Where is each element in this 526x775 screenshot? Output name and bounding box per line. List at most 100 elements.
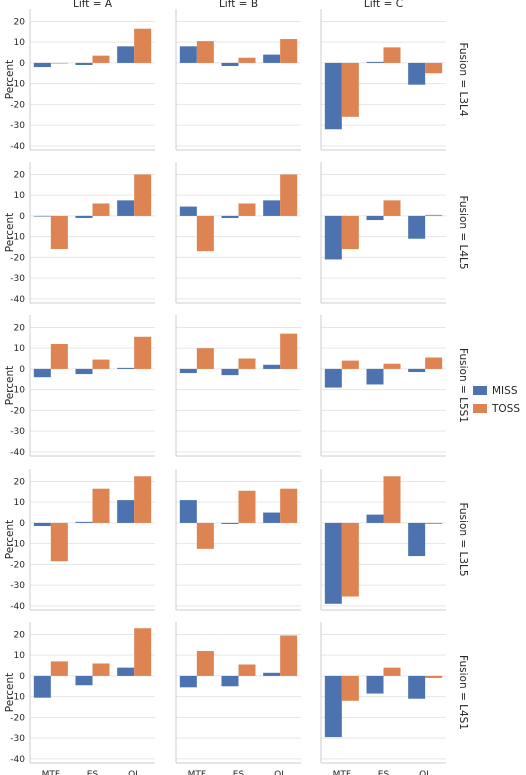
x-tick-label: ES xyxy=(233,770,245,775)
bar-toss-ql xyxy=(280,333,298,369)
bar-toss-es xyxy=(238,358,256,369)
bar-miss-es xyxy=(75,368,93,375)
y-tick-label: 20 xyxy=(14,630,26,640)
bar-miss-ql xyxy=(263,54,281,63)
bar-miss-es xyxy=(221,62,239,67)
bar-toss-ql xyxy=(425,214,443,216)
bar-miss-ql xyxy=(408,368,426,373)
x-tick-label: MTF xyxy=(188,770,206,775)
bar-toss-mtf xyxy=(196,522,214,549)
bar-miss-es xyxy=(221,215,239,218)
row-title: Fusion = L5S1 xyxy=(457,348,469,423)
y-tick-label: 0 xyxy=(19,212,25,222)
bar-miss-es xyxy=(221,522,239,524)
x-tick-label: QL xyxy=(274,770,286,775)
bar-miss-es xyxy=(366,368,384,385)
bar-miss-mtf xyxy=(33,368,51,378)
y-tick-label: -40 xyxy=(10,448,25,458)
legend-swatch-miss xyxy=(473,386,487,395)
bar-toss-ql xyxy=(425,522,443,524)
bar-toss-mtf xyxy=(341,675,359,701)
bar-miss-mtf xyxy=(179,206,197,216)
bar-toss-ql xyxy=(280,635,298,676)
bar-toss-mtf xyxy=(341,360,359,369)
row-title: Fusion = L4S1 xyxy=(457,655,469,730)
y-tick-label: 20 xyxy=(14,477,26,487)
bar-miss-mtf xyxy=(33,675,51,698)
bar-toss-mtf xyxy=(341,62,359,117)
y-tick-label: -30 xyxy=(10,734,25,744)
bar-miss-es xyxy=(75,521,93,523)
bar-miss-es xyxy=(221,675,239,687)
y-axis-label: Percent xyxy=(4,213,16,253)
bar-toss-ql xyxy=(134,28,152,63)
y-tick-label: -30 xyxy=(10,121,25,131)
bar-toss-es xyxy=(92,203,110,216)
y-axis-label: Percent xyxy=(4,520,16,560)
y-tick-label: -30 xyxy=(10,581,25,591)
bar-toss-mtf xyxy=(196,215,214,252)
bar-miss-ql xyxy=(408,62,426,85)
bar-toss-mtf xyxy=(196,651,214,676)
column-title: Lift = A xyxy=(73,0,113,10)
bar-toss-es xyxy=(92,359,110,369)
bar-toss-mtf xyxy=(341,215,359,250)
bar-miss-ql xyxy=(117,367,135,369)
bar-toss-es xyxy=(383,363,401,369)
bar-toss-mtf xyxy=(50,522,68,562)
bar-toss-es xyxy=(383,200,401,216)
y-axis-label: Percent xyxy=(4,673,16,713)
bar-toss-ql xyxy=(280,39,298,63)
bar-miss-mtf xyxy=(179,500,197,523)
bar-miss-es xyxy=(366,215,384,221)
bar-miss-mtf xyxy=(179,46,197,63)
bar-toss-ql xyxy=(425,675,443,678)
bar-miss-ql xyxy=(117,500,135,523)
bar-miss-ql xyxy=(263,512,281,523)
bar-miss-es xyxy=(75,215,93,218)
bar-toss-mtf xyxy=(50,62,68,64)
bar-toss-mtf xyxy=(341,522,359,597)
y-tick-label: 20 xyxy=(14,17,26,27)
bar-miss-mtf xyxy=(33,62,51,68)
bar-toss-mtf xyxy=(50,344,68,369)
bar-toss-es xyxy=(92,55,110,63)
bar-miss-mtf xyxy=(324,215,342,260)
y-tick-label: 10 xyxy=(14,498,26,508)
bar-toss-ql xyxy=(280,488,298,523)
y-tick-label: 10 xyxy=(14,191,26,201)
legend-swatch-toss xyxy=(473,404,487,413)
bar-toss-es xyxy=(383,476,401,523)
bar-miss-ql xyxy=(263,672,281,676)
x-tick-label: QL xyxy=(128,770,140,775)
x-tick-label: MTF xyxy=(42,770,60,775)
y-axis-label: Percent xyxy=(4,366,16,406)
bar-toss-mtf xyxy=(196,348,214,369)
y-tick-label: 10 xyxy=(14,344,26,354)
bar-miss-mtf xyxy=(33,215,51,217)
y-tick-label: -10 xyxy=(10,540,25,550)
y-tick-label: 10 xyxy=(14,38,26,48)
y-tick-label: -20 xyxy=(10,253,25,263)
bar-miss-es xyxy=(366,675,384,694)
bar-miss-ql xyxy=(263,200,281,216)
bar-miss-ql xyxy=(117,46,135,63)
x-tick-label: QL xyxy=(419,770,431,775)
y-tick-label: -40 xyxy=(10,142,25,152)
y-axis-label: Percent xyxy=(4,60,16,100)
bar-toss-ql xyxy=(134,174,152,216)
x-tick-label: ES xyxy=(87,770,99,775)
bar-toss-es xyxy=(238,664,256,676)
y-tick-label: -10 xyxy=(10,693,25,703)
bar-toss-ql xyxy=(425,62,443,74)
bar-miss-mtf xyxy=(324,368,342,388)
y-tick-label: -20 xyxy=(10,406,25,416)
y-tick-label: 10 xyxy=(14,651,26,661)
bar-miss-es xyxy=(366,61,384,63)
bar-miss-mtf xyxy=(324,62,342,130)
y-tick-label: -40 xyxy=(10,755,25,765)
bar-toss-mtf xyxy=(196,41,214,63)
bar-miss-es xyxy=(75,675,93,686)
y-tick-label: -10 xyxy=(10,233,25,243)
legend-label: TOSS xyxy=(491,403,520,415)
